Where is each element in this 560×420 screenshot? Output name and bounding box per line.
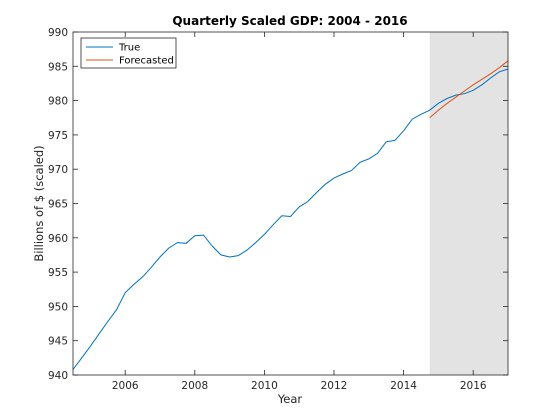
x-axis-title: Year <box>277 392 303 406</box>
y-tick-label: 960 <box>48 233 68 245</box>
legend-box <box>80 37 177 69</box>
series-line-true <box>72 68 509 370</box>
y-tick-label: 970 <box>48 164 68 176</box>
x-tick-label: 2014 <box>390 380 417 392</box>
chart-title: Quarterly Scaled GDP: 2004 - 2016 <box>172 14 407 28</box>
y-tick-label: 990 <box>48 27 68 39</box>
x-tick-label: 2008 <box>181 380 208 392</box>
y-tick-label: 940 <box>48 370 68 382</box>
legend: True Forecasted <box>80 37 177 69</box>
y-axis-title: Billions of $ (scaled) <box>32 145 46 261</box>
y-tick-label: 985 <box>48 61 68 73</box>
x-tick-label: 2012 <box>321 380 348 392</box>
y-tick-label: 955 <box>48 267 68 279</box>
y-tick-label: 950 <box>48 301 68 313</box>
x-tick-label: 2016 <box>460 380 487 392</box>
legend-label-true: True <box>118 43 140 54</box>
x-tick-label: 2010 <box>251 380 278 392</box>
y-tick-label: 975 <box>48 130 68 142</box>
legend-label-forecasted: Forecasted <box>119 56 174 67</box>
y-tick-label: 980 <box>48 96 68 108</box>
x-tick-label: 2006 <box>112 380 139 392</box>
forecast-shaded-region <box>429 32 508 375</box>
y-tick-label: 945 <box>48 336 68 348</box>
series-line-forecasted <box>429 60 509 119</box>
y-tick-label: 965 <box>48 199 68 211</box>
